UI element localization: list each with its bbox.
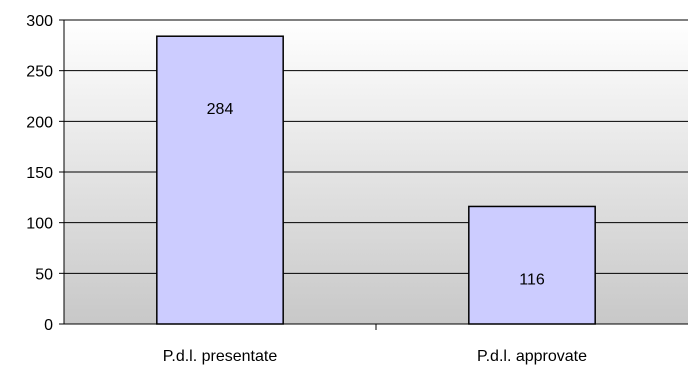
y-tick-label: 200 [26, 114, 53, 131]
bar [468, 205, 596, 325]
bar [156, 35, 284, 325]
y-tick-label: 50 [35, 266, 53, 283]
y-axis-tick-labels: 0 50 100 150 200 250 300 [26, 13, 53, 334]
x-axis-category-labels: P.d.l. presentate P.d.l. approvate [163, 348, 587, 365]
x-category-label: P.d.l. approvate [477, 348, 587, 365]
y-tick-label: 150 [26, 165, 53, 182]
y-tick-label: 250 [26, 64, 53, 81]
x-category-label: P.d.l. presentate [163, 348, 278, 365]
y-tick-label: 0 [44, 317, 53, 334]
y-tick-label: 300 [26, 13, 53, 30]
y-tick-label: 100 [26, 216, 53, 233]
bar-data-label: 284 [207, 101, 234, 118]
bar-data-label: 116 [519, 271, 545, 288]
bars: 284 116 [156, 35, 596, 325]
